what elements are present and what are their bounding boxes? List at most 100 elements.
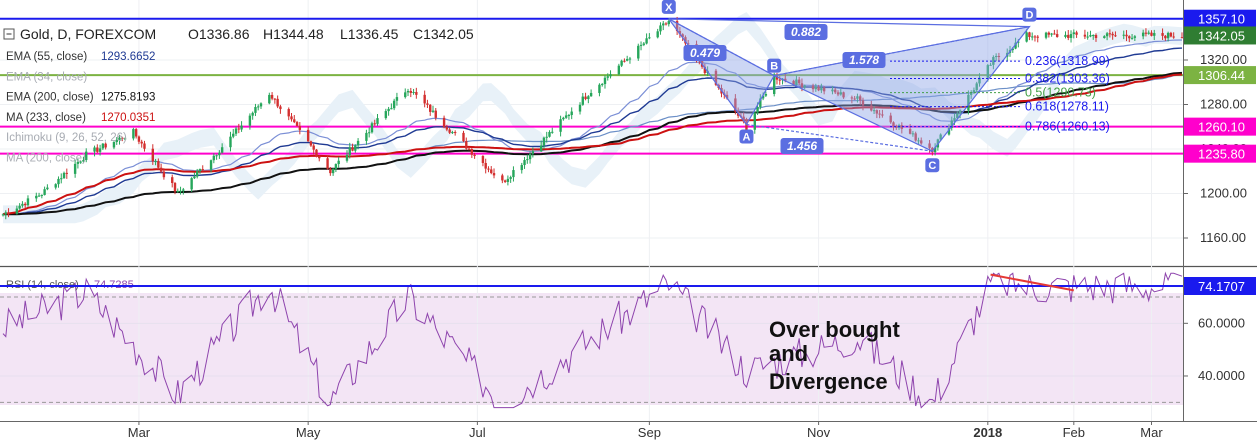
candle-body [448, 129, 451, 133]
candle-body [467, 148, 471, 150]
candle-body [892, 122, 895, 127]
candle-body [37, 195, 41, 197]
candle-body [1067, 34, 1070, 38]
candle-body [73, 163, 77, 174]
rsi-indicator [2, 271, 1183, 409]
candle-body [1050, 33, 1053, 35]
candle-body [908, 128, 912, 134]
candle-body [800, 83, 804, 88]
candle-body [933, 147, 937, 153]
price-badge [1184, 26, 1256, 45]
candle-body [193, 176, 196, 179]
time-axis-label: Feb [1063, 425, 1085, 440]
candle-body [1153, 33, 1156, 36]
candle-body [551, 131, 554, 133]
pattern-leg-ac [746, 123, 933, 152]
candle-body [1075, 32, 1078, 35]
candle-body [742, 116, 745, 122]
candle-body [931, 147, 934, 153]
candle-body [872, 110, 876, 112]
price-badge [1184, 117, 1256, 136]
candle-body [678, 31, 682, 35]
candle-body [703, 66, 707, 73]
candle-body [384, 111, 388, 119]
candle-body [648, 37, 651, 39]
time-axis[interactable]: Mar May Jul Sep Nov 2018 Feb Mar [128, 421, 1164, 440]
candle-body [1064, 34, 1067, 37]
candle-body [248, 115, 252, 126]
candle-body [667, 21, 670, 25]
pattern-point-c [925, 158, 940, 173]
time-axis-label: 2018 [973, 425, 1002, 440]
candle-body [490, 169, 493, 174]
candle-body [1055, 34, 1059, 37]
rsi-axis[interactable]: 60.0000 40.0000 74.1707 [1183, 277, 1256, 383]
candle-body [859, 96, 862, 101]
candle-body [956, 113, 959, 119]
pattern-ratio-badge [780, 138, 824, 154]
candle-body [392, 100, 396, 109]
candle-body [98, 148, 102, 152]
candle-body [387, 108, 390, 112]
candle-body [889, 115, 892, 123]
candle-body [1103, 36, 1106, 38]
candle-body [1130, 37, 1134, 39]
candle-body [412, 91, 415, 93]
candle-body [589, 92, 593, 97]
indicator-value: 1293.6652 [101, 51, 155, 63]
candle-body [967, 94, 970, 111]
annotation-line-1: Over bought [769, 317, 900, 342]
candle-body [528, 153, 532, 160]
candle-body [659, 25, 662, 32]
symbol-title[interactable]: Gold, D, FOREXCOM [20, 26, 156, 42]
candle-body [93, 147, 96, 152]
candle-body [326, 158, 329, 169]
candle-body [603, 77, 607, 85]
candle-body [237, 128, 241, 130]
candle-body [881, 114, 884, 116]
candle-body [1133, 36, 1137, 38]
candle-body [1072, 32, 1076, 35]
candle-body [112, 142, 116, 148]
candle-body [773, 75, 776, 95]
pattern-ratio-badge [784, 24, 828, 40]
candle-body [1147, 32, 1150, 34]
candle-body [714, 70, 718, 85]
candle-body [35, 195, 38, 199]
candle-body [7, 212, 10, 214]
candle-body [775, 75, 779, 80]
candle-body [157, 161, 160, 168]
time-axis-label: May [296, 425, 321, 440]
candle-body [351, 147, 354, 151]
indicator-name: EMA (34, close) [6, 71, 87, 83]
candle-body [23, 203, 27, 206]
fibonacci-levels[interactable]: 0.236(1318.99) 0.382(1303.36)0.5(1290.73)… [890, 54, 1110, 134]
harmonic-pattern[interactable]: X A B C D 0.479 0.882 1.578 1.456 [661, 0, 1037, 173]
candle-body [795, 79, 798, 86]
candle-body [501, 175, 504, 181]
candle-body [276, 98, 279, 107]
pattern-ratio-label: 1.456 [787, 139, 817, 153]
candle-body [1161, 33, 1164, 36]
pattern-point-d [1022, 7, 1037, 22]
candle-body [520, 165, 523, 171]
candle-body [878, 113, 881, 115]
candle-body [523, 160, 526, 166]
candle-body [642, 43, 646, 45]
candle-body [895, 126, 898, 128]
candle-body [54, 184, 57, 188]
time-axis-label: Mar [128, 425, 151, 440]
candle-body [1047, 32, 1051, 35]
candle-body [797, 79, 801, 84]
candle-body [1036, 36, 1039, 38]
candle-body [431, 110, 435, 112]
candle-body [257, 106, 260, 108]
time-axis-label: Sep [638, 425, 661, 440]
price-badge-label: 1357.10 [1198, 12, 1245, 27]
pattern-leg-xd [668, 18, 1030, 28]
candle-body [531, 151, 535, 154]
candle-body [118, 137, 121, 140]
candle-body [870, 105, 873, 111]
